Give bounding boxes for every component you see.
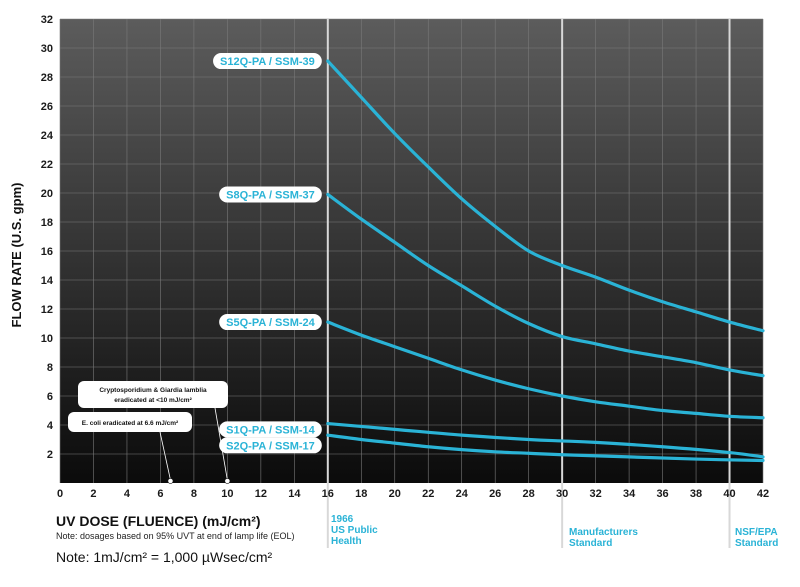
- x-tick-label: 22: [422, 488, 434, 500]
- y-tick-label: 2: [47, 449, 53, 461]
- y-tick-label: 18: [41, 217, 53, 229]
- y-tick-label: 10: [41, 333, 53, 345]
- series-line-1: [326, 192, 765, 378]
- y-tick-label: 24: [41, 130, 54, 142]
- ref-label-manufacturers: Manufacturers Standard: [569, 527, 638, 549]
- annotation-box: [68, 412, 192, 432]
- series-label-text: S8Q-PA / SSM-37: [226, 189, 315, 201]
- series-label-2: S5Q-PA / SSM-24: [219, 314, 322, 331]
- series-label-0: S12Q-PA / SSM-39: [213, 53, 322, 70]
- ref-label-public-health: 1966 US Public Health: [331, 514, 378, 547]
- series-line-3: [326, 421, 765, 459]
- series-line-0: [326, 59, 765, 333]
- x-tick-label: 24: [456, 488, 469, 500]
- series-labels: S12Q-PA / SSM-39 S8Q-PA / SSM-37 S5Q-PA / …: [213, 53, 322, 454]
- series-label-pill: [219, 437, 322, 454]
- x-tick-label: 20: [389, 488, 401, 500]
- x-tick-label: 14: [288, 488, 301, 500]
- x-tick-label: 6: [157, 488, 163, 500]
- x-tick-label: 42: [757, 488, 769, 500]
- series-label-pill: [219, 314, 322, 331]
- series-line-4: [326, 433, 765, 463]
- x-tick-label: 40: [723, 488, 735, 500]
- y-tick-label: 30: [41, 43, 53, 55]
- y-tick-label: 16: [41, 246, 53, 258]
- x-tick-label: 38: [690, 488, 702, 500]
- series-label-text: S2Q-PA / SSM-17: [226, 440, 315, 452]
- units-note: Note: 1mJ/cm² = 1,000 µWsec/cm²: [56, 549, 273, 565]
- series-label-4: S1Q-PA / SSM-14: [219, 421, 322, 438]
- series-line-2: [326, 320, 765, 420]
- series-label-3: S2Q-PA / SSM-17: [219, 437, 322, 454]
- x-axis-label: UV DOSE (FLUENCE) (mJ/cm²): [56, 513, 261, 529]
- y-tick-label: 8: [47, 362, 53, 374]
- y-tick-label: 32: [41, 14, 53, 26]
- series-label-1: S8Q-PA / SSM-37: [219, 186, 322, 203]
- y-tick-label: 14: [41, 275, 54, 287]
- ref-label-nsf-epa: NSF/EPA Standard: [735, 527, 779, 549]
- series-label-pill: [213, 53, 322, 70]
- series-label-text: S1Q-PA / SSM-14: [226, 424, 316, 436]
- annotation-crypto: Cryptosporidium & Giardia lamblia eradica…: [78, 381, 231, 484]
- annotation-box: [78, 381, 228, 408]
- y-tick-label: 28: [41, 72, 53, 84]
- annotation-ecoli: E. coli eradicated at 6.6 mJ/cm²: [68, 412, 192, 484]
- annotation-leader: [214, 407, 228, 481]
- x-tick-label: 30: [556, 488, 568, 500]
- y-tick-label: 22: [41, 159, 53, 171]
- annotations: E. coli eradicated at 6.6 mJ/cm²Cryptosp…: [68, 381, 231, 484]
- x-tick-label: 8: [191, 488, 197, 500]
- annotation-leader: [159, 431, 171, 481]
- series-lines: [326, 59, 765, 463]
- x-tick-label: 34: [623, 488, 636, 500]
- x-tick-label: 18: [355, 488, 367, 500]
- series-label-pill: [219, 421, 322, 438]
- x-tick-label: 16: [322, 488, 334, 500]
- annotation-marker: [224, 478, 231, 484]
- series-label-pill: [219, 186, 322, 203]
- y-tick-label: 20: [41, 188, 53, 200]
- x-tick-label: 10: [221, 488, 233, 500]
- x-tick-label: 12: [255, 488, 267, 500]
- x-tick-label: 4: [124, 488, 131, 500]
- y-tick-label: 4: [47, 420, 54, 432]
- annotation-marker: [167, 478, 174, 484]
- y-tick-label: 26: [41, 101, 53, 113]
- x-tick-label: 32: [589, 488, 601, 500]
- axis-ticks: 0 2 4 6 8 10 12 14 16 18 20 22 24 26 28 30 32 34 36 38 40 422…: [41, 14, 769, 500]
- x-tick-label: 36: [656, 488, 668, 500]
- annotation-text: E. coli eradicated at 6.6 mJ/cm²: [82, 420, 179, 427]
- annotation-text: eradicated at <10 mJ/cm²: [114, 397, 192, 404]
- y-tick-label: 12: [41, 304, 53, 316]
- y-tick-label: 6: [47, 391, 53, 403]
- series-label-text: S5Q-PA / SSM-24: [226, 317, 316, 329]
- x-tick-label: 2: [90, 488, 96, 500]
- x-tick-label: 0: [57, 488, 63, 500]
- x-tick-label: 26: [489, 488, 501, 500]
- x-tick-label: 28: [523, 488, 535, 500]
- x-axis-note: Note: dosages based on 95% UVT at end of…: [56, 531, 295, 541]
- y-axis-label: FLOW RATE (U.S. gpm): [9, 183, 24, 328]
- series-label-text: S12Q-PA / SSM-39: [220, 56, 315, 68]
- annotation-text: Cryptosporidium & Giardia lamblia: [99, 387, 207, 394]
